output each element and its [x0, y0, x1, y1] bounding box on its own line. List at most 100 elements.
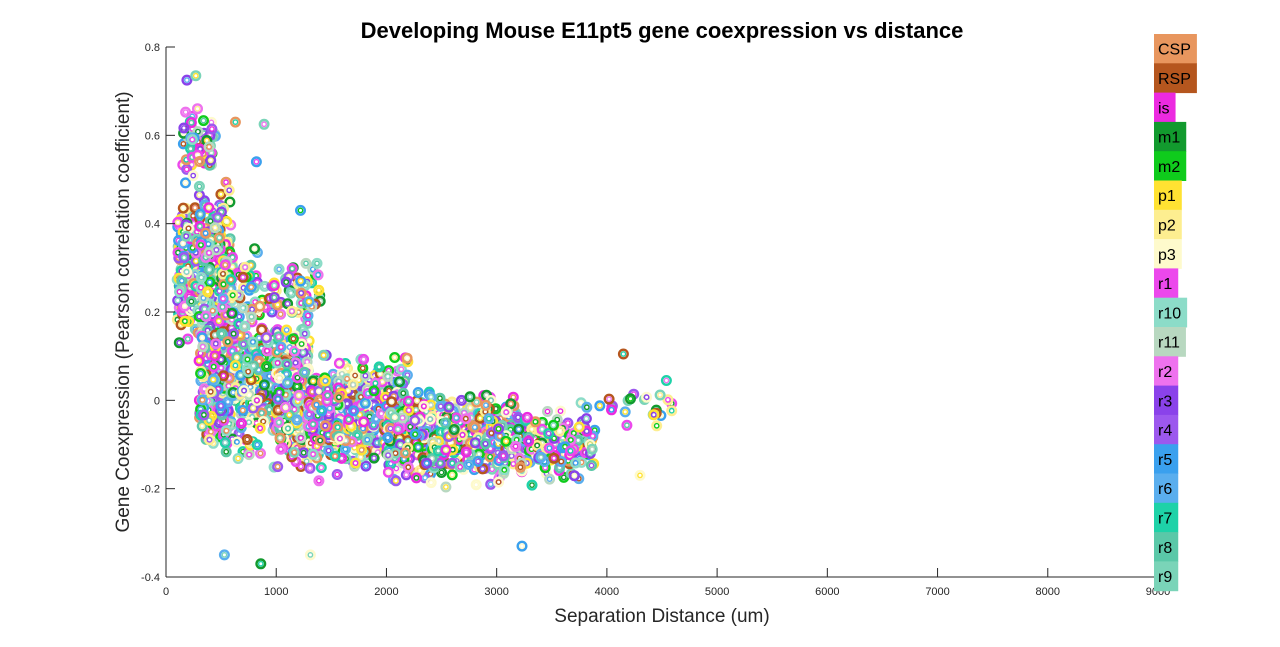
scatter-point-inner [257, 450, 264, 457]
scatter-point-inner [276, 266, 282, 273]
scatter-point-inner [362, 372, 369, 379]
scatter-point-inner [200, 411, 207, 418]
scatter-point-inner [283, 279, 290, 285]
scatter-point-inner [414, 397, 420, 404]
scatter-point-inner [277, 446, 284, 453]
scatter-point-inner [232, 362, 239, 369]
scatter-point-inner [405, 407, 412, 414]
scatter-point-inner [229, 348, 236, 354]
scatter-point-inner [183, 268, 190, 275]
scatter-point-inner [176, 339, 183, 346]
scatter-point-inner [449, 471, 456, 478]
scatter-point-inner [216, 288, 223, 294]
scatter-point-inner [219, 304, 226, 310]
scatter-point-inner [268, 309, 275, 315]
scatter-point-inner [395, 426, 401, 433]
scatter-point-inner [212, 224, 219, 231]
scatter-point-inner [214, 214, 221, 221]
scatter-point-inner [257, 425, 264, 432]
scatter-point-inner [183, 166, 190, 173]
scatter-point-inner [215, 318, 222, 324]
scatter-point-inner [427, 416, 434, 423]
scatter-point-inner [510, 460, 517, 467]
scatter-point-inner [223, 427, 230, 434]
scatter-point-inner [206, 279, 213, 286]
scatter-point-inner [245, 419, 252, 426]
scatter-point-inner [194, 105, 201, 112]
scatter-point-inner [271, 294, 278, 301]
scatter-point [178, 252, 190, 264]
scatter-point-inner [385, 469, 392, 476]
scatter-point-inner [377, 371, 384, 377]
scatter-point-inner [322, 377, 329, 384]
scatter-point-inner [287, 290, 294, 296]
scatter-point-inner [411, 417, 418, 424]
scatter-point-inner [284, 300, 291, 307]
scatter-point-inner [310, 451, 316, 458]
scatter-point-inner [199, 343, 206, 350]
scatter-point-inner [405, 464, 412, 471]
scatter-point-inner [289, 265, 296, 272]
scatter-point-inner [435, 447, 442, 454]
scatter-point-inner [181, 318, 188, 325]
scatter-point-inner [190, 172, 197, 179]
scatter-point-inner [472, 439, 479, 446]
scatter-point-inner [254, 441, 261, 448]
scatter-point-inner [248, 313, 255, 320]
scatter-point-inner [449, 460, 456, 467]
scatter-point [215, 188, 227, 200]
scatter-point [179, 177, 191, 189]
scatter-point-inner [188, 119, 195, 126]
scatter-point-inner [223, 448, 230, 455]
scatter-point-inner [216, 234, 223, 241]
scatter-point-inner [475, 458, 481, 465]
scatter-point-inner [263, 363, 270, 370]
scatter-point-inner [342, 446, 349, 453]
scatter-point-inner [282, 404, 289, 411]
scatter-point-inner [437, 395, 443, 402]
scatter-point-inner [224, 338, 231, 345]
scatter-point-inner [303, 458, 310, 465]
scatter-point-inner [274, 463, 281, 470]
scatter-point-inner [277, 311, 284, 318]
scatter-point-inner [476, 451, 482, 457]
scatter-point-inner [229, 292, 236, 299]
scatter-point-inner [360, 356, 367, 363]
scatter-point-inner [442, 419, 449, 426]
scatter-point-inner [253, 397, 260, 404]
scatter-point-inner [199, 397, 206, 403]
scatter-point-inner [482, 440, 489, 447]
scatter-point-inner [220, 270, 226, 277]
scatter-point-inner [180, 205, 187, 212]
scatter-point-inner [320, 352, 327, 359]
scatter-point-inner [344, 400, 351, 407]
scatter-point-inner [211, 352, 218, 359]
scatter-point-inner [205, 241, 212, 247]
scatter-point [221, 215, 233, 227]
scatter-point-inner [371, 387, 377, 394]
scatter-point-inner [298, 290, 305, 296]
scatter-point-inner [223, 218, 230, 225]
scatter-point-inner [310, 421, 316, 428]
scatter-point-inner [241, 387, 247, 394]
scatter-point-inner [197, 284, 204, 291]
scatter-point-inner [350, 407, 357, 414]
scatter-point-inner [458, 397, 465, 404]
scatter-point-inner [407, 423, 414, 430]
scatter-point-inner [354, 432, 361, 439]
scatter-point-inner [185, 225, 192, 232]
scatter-point-inner [237, 372, 244, 379]
scatter-point-inner [193, 258, 199, 264]
scatter-point-inner [283, 327, 290, 333]
scatter-point-inner [210, 376, 217, 383]
scatter-point-inner [396, 378, 403, 385]
scatter-point-inner [462, 415, 469, 422]
scatter-point-inner [206, 266, 213, 273]
scatter-point-inner [336, 360, 343, 367]
scatter-point-inner [205, 204, 212, 211]
scatter-point-inner [324, 392, 331, 399]
scatter-point-inner [199, 334, 206, 341]
scatter-point-inner [183, 233, 190, 240]
scatter-point-inner [297, 435, 304, 441]
scatter-point-inner [487, 453, 493, 460]
